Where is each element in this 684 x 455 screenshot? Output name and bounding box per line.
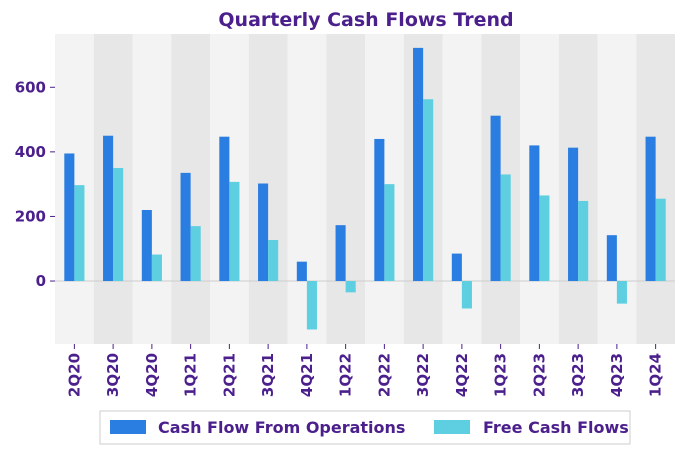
y-axis-ticks: 0 200 400 600 bbox=[15, 78, 55, 290]
bar-cash-flow-from-operations-3q20 bbox=[103, 135, 114, 282]
bar-cash-flow-from-operations-2q20 bbox=[64, 153, 75, 282]
bar-cash-flow-from-operations-1q22 bbox=[335, 225, 346, 282]
x-tick-label-4q21: 4Q21 bbox=[298, 353, 316, 397]
bar-cash-flow-from-operations-1q24 bbox=[645, 136, 656, 282]
y-tick-label-600: 600 bbox=[15, 78, 46, 96]
bar-free-cash-flows-3q20 bbox=[113, 168, 124, 282]
x-tick-label-1q21: 1Q21 bbox=[182, 353, 200, 397]
bar-cash-flow-from-operations-3q23 bbox=[568, 147, 579, 282]
legend: Cash Flow From Operations Free Cash Flow… bbox=[99, 410, 631, 445]
bar-free-cash-flows-1q22 bbox=[345, 281, 356, 293]
x-tick-label-3q23: 3Q23 bbox=[569, 353, 587, 397]
background-bands bbox=[55, 34, 675, 344]
bar-free-cash-flows-4q21 bbox=[306, 281, 317, 330]
bar-cash-flow-from-operations-4q21 bbox=[296, 261, 307, 282]
chart-title: Quarterly Cash Flows Trend bbox=[218, 9, 513, 31]
x-tick-label-4q23: 4Q23 bbox=[608, 353, 626, 397]
bar-free-cash-flows-1q23 bbox=[500, 174, 511, 282]
bar-cash-flow-from-operations-1q21 bbox=[180, 172, 191, 282]
bar-free-cash-flows-3q22 bbox=[423, 99, 434, 282]
bar-free-cash-flows-4q22 bbox=[461, 281, 472, 309]
bar-free-cash-flows-3q21 bbox=[268, 240, 279, 282]
x-tick-label-1q23: 1Q23 bbox=[492, 353, 510, 397]
bars bbox=[64, 47, 666, 330]
bar-cash-flow-from-operations-3q21 bbox=[258, 183, 269, 282]
bar-cash-flow-from-operations-2q22 bbox=[374, 138, 385, 282]
x-tick-label-3q20: 3Q20 bbox=[104, 353, 122, 397]
legend-swatch-free-cash-flows bbox=[434, 420, 470, 434]
x-tick-label-1q24: 1Q24 bbox=[647, 353, 665, 397]
bar-free-cash-flows-4q23 bbox=[616, 281, 627, 304]
bar-cash-flow-from-operations-4q20 bbox=[141, 209, 152, 282]
legend-label-free-cash-flows: Free Cash Flows bbox=[483, 418, 629, 437]
y-tick-label-200: 200 bbox=[15, 207, 46, 225]
x-tick-label-3q22: 3Q22 bbox=[414, 353, 432, 397]
band-1q22 bbox=[326, 34, 365, 344]
x-tick-label-3q21: 3Q21 bbox=[259, 353, 277, 397]
bar-free-cash-flows-4q20 bbox=[151, 254, 162, 282]
bar-free-cash-flows-2q20 bbox=[74, 185, 85, 282]
legend-label-cash-flow-from-operations: Cash Flow From Operations bbox=[158, 418, 405, 437]
bar-free-cash-flows-1q24 bbox=[655, 198, 666, 282]
bar-free-cash-flows-2q23 bbox=[539, 195, 550, 282]
x-tick-label-4q20: 4Q20 bbox=[143, 353, 161, 397]
x-tick-label-2q22: 2Q22 bbox=[375, 353, 393, 397]
x-tick-label-1q22: 1Q22 bbox=[337, 353, 355, 397]
band-4q20 bbox=[132, 34, 172, 344]
y-tick-label-0: 0 bbox=[36, 272, 46, 290]
bar-free-cash-flows-3q23 bbox=[578, 200, 589, 282]
bar-cash-flow-from-operations-1q23 bbox=[490, 115, 501, 282]
bar-free-cash-flows-2q21 bbox=[229, 181, 240, 282]
x-tick-label-2q23: 2Q23 bbox=[530, 353, 548, 397]
y-tick-label-400: 400 bbox=[15, 143, 46, 161]
x-tick-label-2q20: 2Q20 bbox=[65, 353, 83, 397]
bar-free-cash-flows-2q22 bbox=[384, 184, 395, 282]
x-tick-label-4q22: 4Q22 bbox=[453, 353, 471, 397]
bar-cash-flow-from-operations-3q22 bbox=[413, 47, 424, 282]
x-tick-label-2q21: 2Q21 bbox=[220, 353, 238, 397]
bar-free-cash-flows-1q21 bbox=[190, 226, 201, 282]
bar-cash-flow-from-operations-4q23 bbox=[606, 235, 617, 282]
legend-box bbox=[99, 410, 631, 445]
bar-cash-flow-from-operations-4q22 bbox=[451, 253, 462, 282]
legend-swatch-cash-flow-from-operations bbox=[110, 420, 146, 434]
bar-cash-flow-from-operations-2q21 bbox=[219, 136, 230, 282]
bar-cash-flow-from-operations-2q23 bbox=[529, 145, 540, 282]
x-axis-ticks: 2Q20 3Q20 4Q20 1Q21 2Q21 3Q21 4Q21 1Q22 2Q22 3Q22… bbox=[65, 344, 665, 397]
